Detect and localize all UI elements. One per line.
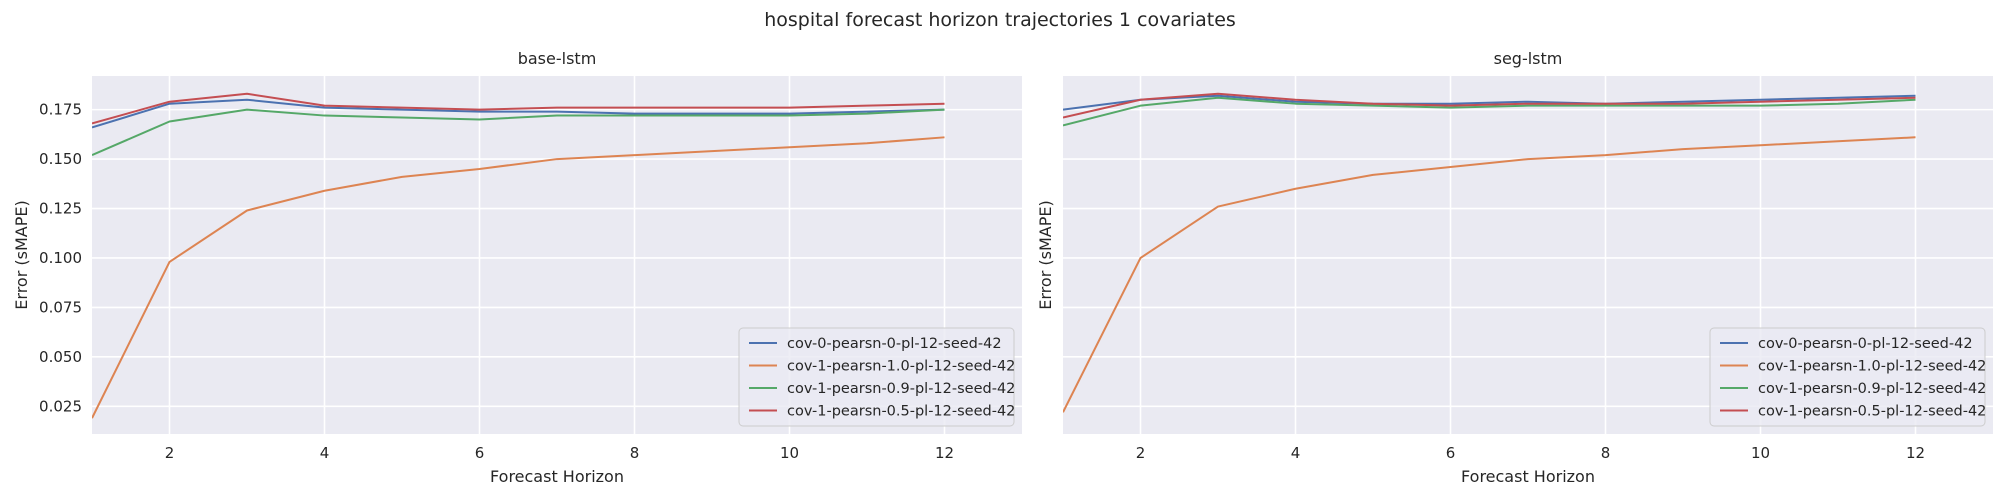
panel-1-x-tick-label: 4 xyxy=(320,444,330,462)
panel-1-legend-label-4: cov-1-pearsn-0.5-pl-12-seed-42 xyxy=(787,404,1015,420)
panel-2-series-line-3 xyxy=(1063,96,1916,127)
panel-2-series-group xyxy=(1063,92,1916,413)
panel-1-y-tick-label: 0.125 xyxy=(39,200,82,218)
panel-2-x-tick-label: 6 xyxy=(1446,444,1456,462)
panel-2-series-line-4 xyxy=(1063,92,1916,119)
panel-1-x-tick-label: 10 xyxy=(780,444,799,462)
panel-1-title: base-lstm xyxy=(518,49,597,68)
panel-1: 2 4 6 8 10 12 0.025 0.050 0.075 0.100 0.125 0.150 0.… xyxy=(12,49,1022,486)
panel-1-x-tick-label: 2 xyxy=(165,444,175,462)
panel-1-legend-label-3: cov-1-pearsn-0.9-pl-12-seed-42 xyxy=(787,381,1015,397)
panel-1-y-tick-label: 0.050 xyxy=(39,348,82,366)
panel-1-x-tick-label: 6 xyxy=(475,444,485,462)
panel-2-legend-label-1: cov-0-pearsn-0-pl-12-seed-42 xyxy=(1758,336,1973,352)
panel-2-x-tick-label: 2 xyxy=(1136,444,1146,462)
panel-1-x-tick-label: 8 xyxy=(630,444,640,462)
panel-2-x-tick-label: 8 xyxy=(1601,444,1611,462)
panel-1-legend-box xyxy=(738,327,1015,427)
panel-1-series-line-4 xyxy=(92,92,945,125)
panel-2-x-tick-label: 12 xyxy=(1906,444,1925,462)
panel-2-x-tick-label: 4 xyxy=(1291,444,1301,462)
panel-1-legend-label-2: cov-1-pearsn-1.0-pl-12-seed-42 xyxy=(787,359,1015,375)
panel-1-series-group xyxy=(92,92,945,419)
panel-2: 2 4 6 8 10 12 seg-lstm Forecast Horizon Error (s… xyxy=(1036,49,1993,486)
panel-1-y-axis-label: Error (sMAPE) xyxy=(12,200,31,309)
panel-2-legend-label-4: cov-1-pearsn-0.5-pl-12-seed-42 xyxy=(1758,404,1986,420)
panel-2-series-line-1 xyxy=(1063,94,1916,111)
panel-2-legend: cov-0-pearsn-0-pl-12-seed-42 cov-1-pearsn… xyxy=(1709,327,1986,427)
panel-2-legend-box xyxy=(1709,327,1986,427)
panel-2-x-axis-label: Forecast Horizon xyxy=(1461,467,1595,486)
panel-1-series-line-1 xyxy=(92,98,945,129)
panel-2-legend-label-2: cov-1-pearsn-1.0-pl-12-seed-42 xyxy=(1758,359,1986,375)
panel-2-series-line-2 xyxy=(1063,136,1916,413)
panel-2-x-tick-label: 10 xyxy=(1751,444,1770,462)
panel-1-y-tick-label: 0.150 xyxy=(39,150,82,168)
panel-2-legend-label-3: cov-1-pearsn-0.9-pl-12-seed-42 xyxy=(1758,381,1986,397)
panel-1-x-axis-label: Forecast Horizon xyxy=(490,467,624,486)
panel-1-y-tick-label: 0.025 xyxy=(39,397,82,415)
panel-2-title: seg-lstm xyxy=(1494,49,1563,68)
panel-1-series-line-2 xyxy=(92,136,945,419)
panel-1-y-tick-label: 0.075 xyxy=(39,298,82,316)
panel-1-x-tick-label: 12 xyxy=(935,444,954,462)
panel-1-legend: cov-0-pearsn-0-pl-12-seed-42 cov-1-pearsn… xyxy=(738,327,1015,427)
panel-1-series-line-3 xyxy=(92,108,945,157)
panel-1-legend-label-1: cov-0-pearsn-0-pl-12-seed-42 xyxy=(787,336,1002,352)
panel-1-y-tick-label: 0.100 xyxy=(39,249,82,267)
figure-title: hospital forecast horizon trajectories 1… xyxy=(764,9,1236,31)
panel-1-y-tick-label: 0.175 xyxy=(39,101,82,119)
panel-2-y-axis-label: Error (sMAPE) xyxy=(1036,200,1055,309)
